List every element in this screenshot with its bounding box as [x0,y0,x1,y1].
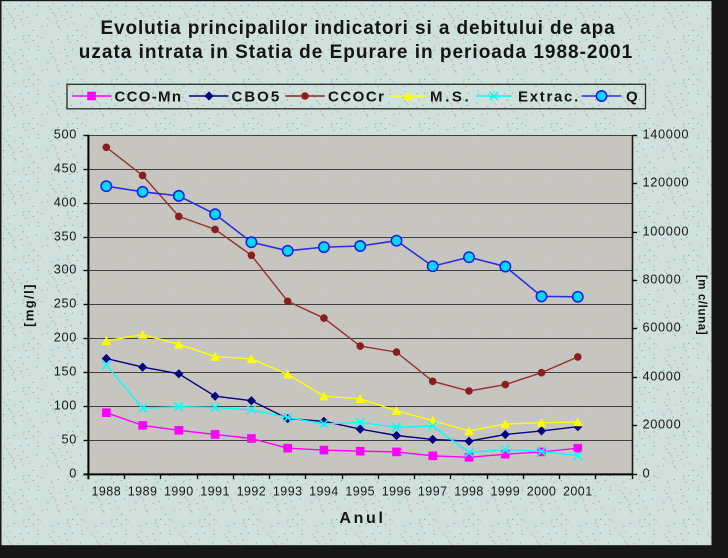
svg-text:0: 0 [69,466,77,481]
svg-text:100000: 100000 [643,224,690,239]
svg-text:M.S.: M.S. [430,88,471,105]
svg-text:CCO-Mn: CCO-Mn [115,88,183,105]
svg-text:140000: 140000 [643,127,690,142]
svg-text:1996: 1996 [382,485,412,499]
svg-text:500: 500 [54,127,77,142]
svg-text:1990: 1990 [164,485,194,499]
svg-text:CBO5: CBO5 [232,88,282,105]
svg-text:120000: 120000 [643,175,690,190]
svg-text:450: 450 [54,161,77,176]
svg-text:150: 150 [54,364,77,379]
svg-text:60000: 60000 [643,320,682,335]
svg-text:1991: 1991 [200,485,230,499]
svg-text:1997: 1997 [418,485,448,499]
svg-text:[m c/luna]: [m c/luna] [696,275,708,335]
svg-text:1999: 1999 [490,485,520,499]
svg-text:80000: 80000 [643,272,682,287]
svg-text:20000: 20000 [643,417,682,432]
svg-text:2001: 2001 [563,485,593,499]
svg-text:1998: 1998 [454,485,484,499]
svg-text:Extrac.: Extrac. [518,88,580,105]
svg-text:uzata intrata in Statia de Epu: uzata intrata in Statia de Epurare in pe… [79,42,633,63]
svg-text:1989: 1989 [128,485,158,499]
svg-text:Q: Q [626,88,639,105]
svg-text:400: 400 [54,195,77,210]
svg-text:50: 50 [61,432,77,447]
svg-text:300: 300 [54,262,77,277]
svg-text:100: 100 [54,398,77,413]
svg-text:250: 250 [54,296,77,311]
svg-text:40000: 40000 [643,369,682,384]
svg-text:CCOCr: CCOCr [328,88,386,105]
svg-text:1988: 1988 [91,485,121,499]
svg-text:1995: 1995 [345,485,375,499]
svg-text:1993: 1993 [273,485,303,499]
svg-text:1994: 1994 [309,485,339,499]
svg-text:350: 350 [54,229,77,244]
svg-text:0: 0 [643,466,651,481]
svg-text:2000: 2000 [527,485,557,499]
svg-text:Anul: Anul [339,510,385,527]
svg-text:1992: 1992 [237,485,267,499]
svg-text:Evolutia principalilor indicat: Evolutia principalilor indicatori si a d… [100,18,615,39]
svg-text:200: 200 [54,330,77,345]
svg-text:[mg/l]: [mg/l] [22,283,37,327]
